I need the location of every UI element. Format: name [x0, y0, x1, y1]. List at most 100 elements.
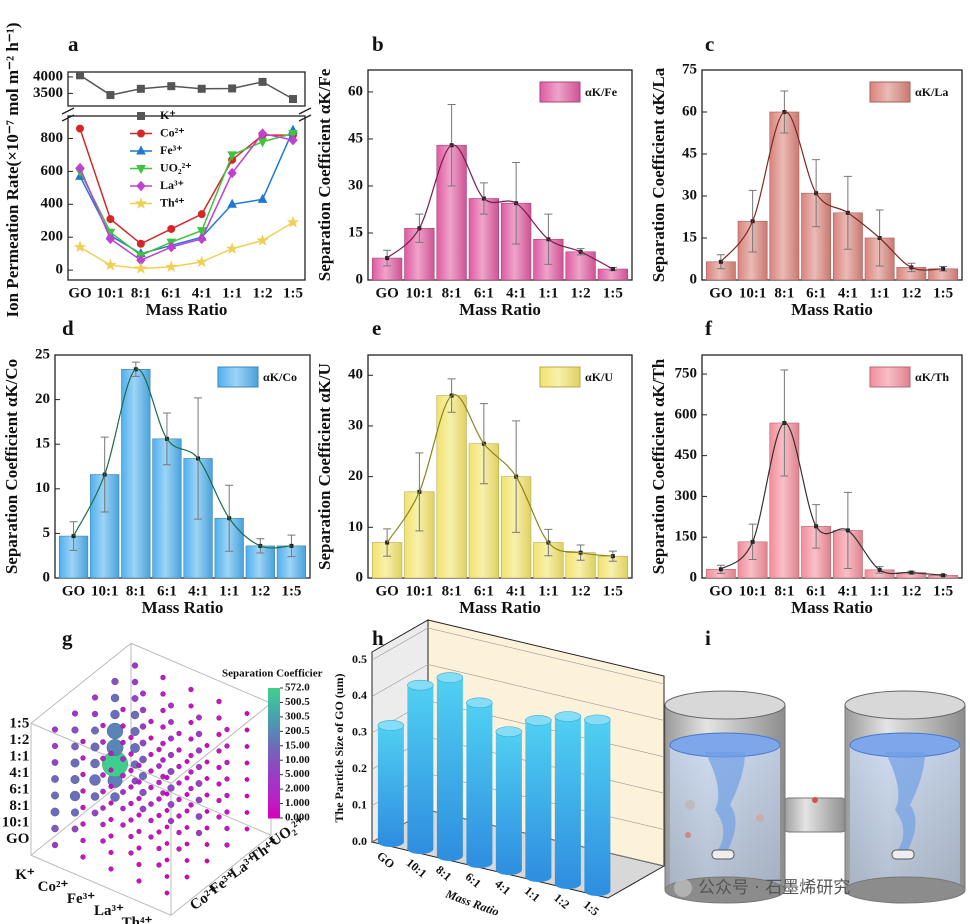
panel: b 0 15 30 45 60 GO 10:1 8:1 6:1 4:1 1:1 1:2 1:5 αK/Fe M… [315, 32, 633, 319]
marker [76, 71, 84, 80]
bubble [80, 788, 86, 794]
x-axis-label: Mass Ratio [142, 598, 224, 617]
bubble [51, 791, 59, 800]
x-axis-label: Mass Ratio [443, 886, 501, 919]
bubble [100, 755, 106, 762]
bubble [91, 726, 99, 735]
bubble [91, 809, 99, 817]
bubble [195, 829, 203, 837]
colorbar-segment [268, 760, 280, 776]
cylinder [525, 720, 552, 877]
bubble [108, 800, 114, 806]
box-edge [170, 834, 272, 916]
bubble [139, 805, 147, 813]
bubble [184, 825, 190, 830]
legend-label: K⁺ [160, 108, 176, 122]
x-tick-label: 1:1 [219, 583, 239, 599]
bubble [128, 784, 134, 790]
particle [756, 814, 764, 822]
bubble [108, 767, 114, 773]
cylinder [377, 725, 404, 842]
legend-label: UO₂²⁺ [160, 160, 192, 174]
legend-box [539, 81, 581, 103]
bubble [136, 845, 142, 851]
bubble [71, 825, 79, 833]
bubble [139, 706, 147, 714]
bubble [195, 780, 203, 787]
bubble [184, 808, 190, 814]
z-tick-label: 1:5 [9, 716, 29, 732]
legend-marker [137, 129, 145, 138]
bubble [216, 698, 222, 705]
colorbar-tick-label: 1.000 [285, 797, 310, 809]
bubble [51, 841, 59, 849]
bubble [216, 814, 222, 820]
marker [227, 167, 237, 179]
legend-label: αK/Fe [585, 85, 618, 99]
bubble [188, 802, 194, 808]
x-tick-label: 10:1 [97, 285, 125, 301]
legend-marker [136, 145, 146, 155]
grid-line [371, 627, 665, 685]
series-line [79, 128, 293, 245]
legend-marker [136, 180, 146, 192]
cylinder-top [407, 679, 434, 691]
cylinder [554, 716, 581, 884]
frame [701, 354, 963, 579]
bubble [91, 710, 99, 718]
y-axis-label: Separation Coefficient αK/Th [649, 358, 668, 574]
y-tick-label: 300 [675, 488, 698, 504]
bubble [184, 759, 190, 764]
bubble [131, 662, 139, 669]
marker [195, 255, 208, 268]
cylinder-top [377, 720, 405, 731]
y-axis-label: Separation Coefficient αK/La [649, 67, 668, 282]
bubble [136, 779, 142, 785]
bubble [216, 715, 222, 721]
bubble [164, 808, 170, 813]
bubble [90, 758, 100, 769]
bubble [80, 804, 86, 811]
cylinder [407, 685, 434, 849]
bubble [80, 771, 86, 778]
x-tick-label: 10:1 [404, 856, 430, 881]
bubble [156, 812, 162, 819]
colorbar-tick-label: 15.00 [285, 739, 310, 751]
bubble [244, 777, 250, 782]
bubble [188, 736, 194, 742]
bubble [120, 756, 126, 762]
marker [75, 162, 85, 174]
cylinder-top [525, 715, 552, 726]
x-tick-label: 8:1 [442, 285, 462, 301]
series-line [79, 132, 294, 262]
cylinder [584, 719, 611, 891]
panel: c 0 15 30 45 60 75 GO 10:1 8:1 6:1 4:1 1:1 1:2 1:5 αK/L… [649, 32, 963, 319]
bubble [108, 783, 114, 790]
bubble [148, 817, 154, 824]
particle [685, 832, 691, 838]
bar [565, 251, 596, 281]
legend-box [217, 366, 259, 388]
axis-break [61, 107, 75, 115]
y-tick-label: 600 [675, 406, 698, 422]
bubble [244, 826, 250, 832]
x-tick-label: GO [709, 285, 732, 301]
bubble [100, 772, 106, 778]
bubble [50, 807, 60, 817]
bubble [244, 810, 250, 815]
x-tick-label: 1:2 [250, 583, 270, 599]
y-tick-label: 0 [356, 569, 364, 585]
bubble [148, 834, 154, 840]
particle [685, 800, 695, 810]
colorbar-tick-label: 300.5 [285, 710, 310, 722]
panel-letter: h [372, 626, 384, 650]
y-axis-label: The Particle Size of GO (um) [332, 674, 346, 823]
bubble [128, 767, 134, 774]
y-tick-label: 30 [348, 177, 363, 193]
legend-label: αK/Co [263, 370, 297, 384]
z-tick-label: GO [6, 831, 29, 847]
x-tick-label: 4:1 [838, 285, 858, 301]
bubble [130, 710, 140, 720]
bubble [130, 726, 140, 737]
y-tick-label: 30 [348, 417, 363, 433]
